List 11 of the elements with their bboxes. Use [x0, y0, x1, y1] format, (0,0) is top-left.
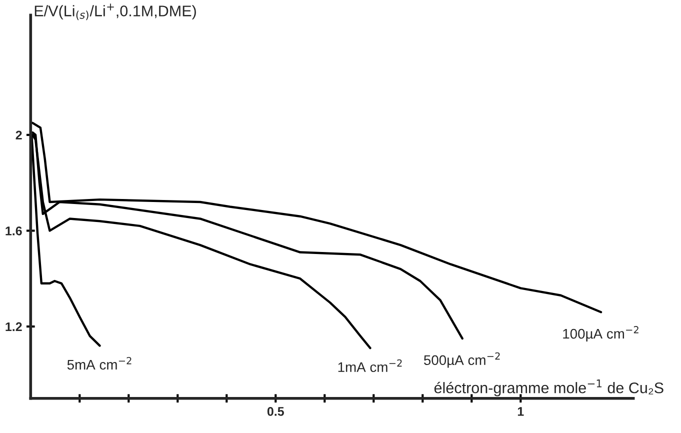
series-label: 100µA cm$^{−2}$	[563, 326, 638, 342]
series-label: 5mA cm$^{−2}$	[67, 356, 132, 370]
series-label: 1mA cm$^{−2}$	[338, 359, 402, 372]
x-axis-title: éléctron-gramme mole$^{−1}$ de Cu₂S	[434, 379, 664, 396]
y-axis-title: E/V(Li$_{(s)}$/Li$^{+}$,0.1M,DME)	[34, 4, 196, 20]
x-tick-label: 1	[518, 407, 524, 416]
y-tick-label: 1.6	[6, 226, 22, 236]
x-tick-label: 0.5	[267, 407, 284, 416]
y-tick-label: 1.2	[6, 322, 22, 332]
series-label: 500µA cm$^{−2}$	[424, 352, 500, 368]
y-tick-label: 2	[16, 130, 22, 140]
